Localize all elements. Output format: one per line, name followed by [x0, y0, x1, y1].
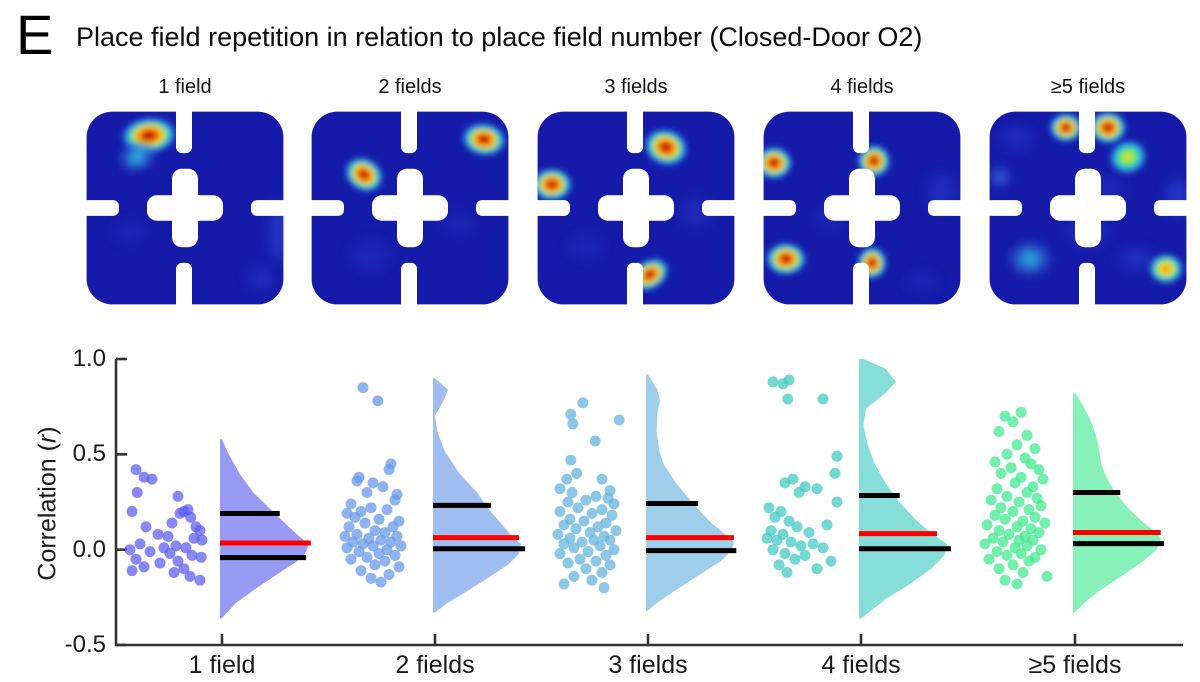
wall-cutout: [849, 168, 875, 248]
y-axis-label: Correlation (r): [34, 394, 63, 614]
panel-letter: E: [16, 3, 54, 66]
half-violin: [433, 378, 521, 613]
series-2fields: [339, 378, 526, 613]
scatter-points: [979, 406, 1053, 590]
ratemap-label-2-fields: 2 fields: [378, 76, 442, 98]
wall-cutout: [1075, 168, 1101, 248]
series-5fields: [979, 393, 1164, 613]
wall-cutout: [176, 262, 192, 306]
wall-cutout: [251, 200, 285, 216]
wall-cutout: [172, 168, 198, 248]
ytick-0_0: 0.0: [72, 536, 106, 563]
place-field-hotspot: [989, 160, 1016, 193]
half-violin: [1073, 393, 1161, 613]
ratemap-4: [762, 110, 962, 306]
wall-cutout: [1079, 262, 1095, 306]
ratemap-5: [988, 110, 1188, 306]
wall-cutout: [310, 200, 344, 216]
half-violin: [646, 374, 734, 611]
ratemap-label-1-field: 1 field: [158, 76, 212, 98]
place-field-hotspot: [763, 145, 794, 181]
place-field-hotspot: [1088, 111, 1128, 146]
wall-cutout: [476, 200, 510, 216]
xtick-1-field: 1 field: [188, 651, 256, 679]
panel-title: Place field repetition in relation to pl…: [76, 22, 923, 52]
place-field-hotspot: [764, 241, 808, 277]
series-1field: [124, 439, 311, 619]
place-field-hotspot: [642, 127, 690, 168]
scatter-points: [124, 464, 208, 586]
axes-lines: [114, 359, 1183, 647]
ytick-0_5: 0.5: [72, 440, 106, 467]
place-field-hotspot: [1048, 111, 1084, 144]
wall-cutout: [1079, 110, 1095, 154]
xtick-2-fields: 2 fields: [395, 651, 475, 679]
wall-cutout: [1154, 200, 1188, 216]
half-violin: [859, 359, 947, 619]
ytick-1_0: 1.0: [72, 345, 106, 372]
wall-cutout: [928, 200, 962, 216]
wall-cutout: [623, 168, 649, 248]
ratemap-label-4-fields: 4 fields: [830, 76, 894, 98]
place-field-hotspot: [343, 155, 385, 194]
ratemap-label-3-fields: 3 fields: [604, 76, 668, 98]
wall-cutout: [853, 110, 869, 154]
wall-cutout: [988, 200, 1022, 216]
wall-cutout: [397, 168, 423, 248]
wall-cutout: [536, 200, 570, 216]
scatter-points: [552, 397, 625, 594]
wall-cutout: [627, 110, 643, 154]
scatter-points: [339, 382, 407, 588]
wall-cutout: [401, 110, 417, 154]
wall-cutout: [762, 200, 796, 216]
scatter-points: [761, 374, 843, 578]
wall-cutout: [401, 262, 417, 306]
ratemap-label-5plus-fields: ≥5 fields: [1050, 76, 1126, 98]
wall-cutout: [176, 110, 192, 154]
half-violin: [220, 439, 308, 619]
place-field-hotspot: [537, 166, 574, 203]
place-field-hotspot: [1108, 139, 1148, 175]
series-4fields: [761, 359, 951, 619]
ratemap-1: [85, 110, 285, 306]
ratemap-2: [310, 110, 510, 306]
series-3fields: [552, 374, 737, 611]
ratemap-3: [536, 110, 736, 306]
y-axis-label-part2: ): [33, 426, 62, 435]
xtick-5plus-fields: ≥5 fields: [1028, 651, 1122, 679]
wall-cutout: [702, 200, 736, 216]
xtick-3-fields: 3 fields: [608, 651, 688, 679]
wall-cutout: [627, 262, 643, 306]
xtick-4-fields: 4 fields: [821, 651, 901, 679]
place-field-hotspot: [1148, 253, 1184, 285]
wall-cutout: [853, 262, 869, 306]
place-field-hotspot: [460, 121, 508, 158]
place-field-hotspot: [1004, 237, 1056, 281]
place-field-hotspot: [115, 138, 159, 176]
ytick-neg0_5: -0.5: [64, 631, 106, 658]
ratemap-fields: [343, 121, 508, 271]
wall-cutout: [85, 200, 119, 216]
